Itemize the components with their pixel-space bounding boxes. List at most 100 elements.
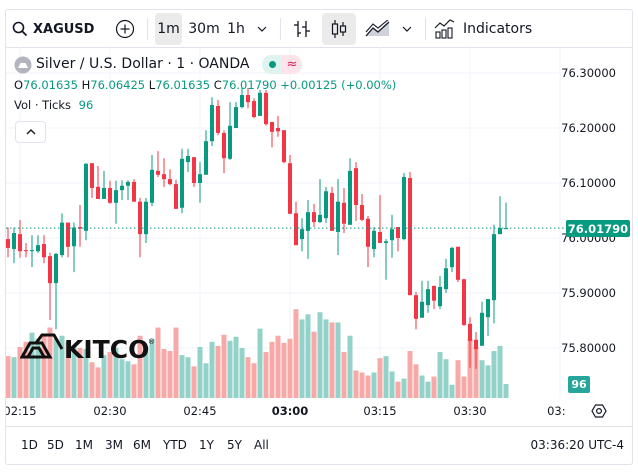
range-all-button[interactable]: All — [254, 438, 269, 452]
candles-chart-type-button[interactable] — [322, 13, 356, 45]
volume-bar — [389, 371, 395, 398]
chart-widget-frame — [5, 9, 633, 465]
candle-body — [372, 230, 376, 249]
candle-body — [366, 218, 370, 247]
candle — [48, 252, 52, 320]
collapse-legend-button[interactable] — [15, 121, 46, 143]
candle — [210, 97, 214, 147]
bars-chart-type-button[interactable] — [288, 13, 316, 45]
candle-body — [150, 169, 154, 203]
market-open-indicator — [262, 55, 282, 74]
candle-body — [90, 163, 94, 188]
candle-body — [438, 286, 442, 307]
range-ytd-button[interactable]: YTD — [163, 438, 187, 452]
area-chart-type-button[interactable] — [362, 13, 394, 45]
candle-body — [120, 185, 124, 191]
indicators-button[interactable]: Indicators — [434, 13, 534, 45]
compare-symbol-button[interactable] — [111, 13, 139, 45]
candle-body — [318, 214, 322, 223]
volume-bar — [419, 375, 425, 398]
volume-bar — [119, 359, 125, 398]
candle-body — [222, 132, 226, 159]
add-compare-icon — [115, 19, 135, 39]
time-tick-bold: 03:00 — [271, 404, 309, 418]
candle — [360, 194, 364, 221]
range-1d-button[interactable]: 1D — [21, 438, 38, 452]
candle — [270, 121, 274, 148]
time-tick: 03:4 — [547, 404, 566, 418]
volume-bar — [107, 352, 113, 398]
candle — [144, 197, 148, 243]
price-tick: 76.30000 — [561, 66, 616, 80]
volume-bar — [191, 366, 197, 398]
time-axis[interactable]: 02:15 02:30 02:45 03:00 03:15 03:30 03:4 — [6, 399, 566, 426]
candle-body — [108, 187, 112, 203]
timezone-clock[interactable]: 03:36:20 UTC-4 — [530, 438, 624, 452]
interval-1m-button[interactable]: 1m — [155, 13, 182, 45]
candle — [468, 317, 472, 368]
candle-body — [66, 222, 70, 247]
current-volume-label: 96 — [568, 376, 590, 393]
candle-body — [72, 227, 76, 247]
candle — [132, 179, 136, 202]
range-3m-button[interactable]: 3M — [105, 438, 123, 452]
candle-body — [486, 299, 490, 318]
candle — [336, 179, 340, 256]
top-toolbar: XAGUSD 1m 30m 1h Indicators — [6, 10, 632, 48]
high-value: 76.06425 — [90, 78, 146, 92]
volume-bar — [215, 345, 221, 398]
candle — [408, 172, 412, 296]
range-1m-button[interactable]: 1M — [75, 438, 93, 452]
volume-bar — [305, 314, 311, 398]
candle — [252, 98, 256, 119]
volume-bar — [467, 338, 473, 398]
volume-bar — [317, 312, 323, 398]
chart-type-dropdown-button[interactable] — [397, 13, 417, 45]
range-1y-button[interactable]: 1Y — [199, 438, 214, 452]
candle — [42, 235, 46, 264]
candle-body — [186, 156, 190, 163]
candle — [462, 278, 466, 326]
interval-30m-button[interactable]: 30m — [188, 21, 220, 37]
volume-bar — [299, 319, 305, 398]
chart-settings-button[interactable] — [591, 403, 607, 423]
candle-body — [480, 312, 484, 346]
volume-bar — [11, 357, 17, 398]
market-status-pill[interactable]: ≈ — [262, 55, 302, 74]
candle-body — [18, 234, 22, 252]
candle — [168, 169, 172, 186]
volume-bar — [161, 349, 167, 398]
settings-gear-icon — [591, 404, 607, 418]
candle-body — [360, 205, 364, 220]
candle — [294, 201, 298, 246]
volume-bar — [227, 340, 233, 398]
candle-body — [132, 181, 136, 202]
candle-body — [378, 231, 382, 243]
candle — [216, 99, 220, 136]
volume-bar — [395, 381, 401, 398]
candle — [258, 90, 262, 116]
interval-1h-button[interactable]: 1h — [227, 21, 245, 37]
range-6m-button[interactable]: 6M — [133, 438, 151, 452]
candle — [120, 180, 124, 201]
kitco-logo-icon: KITCO ® — [19, 333, 155, 364]
ohlc-values: O76.01635 H76.06425 L76.01635 C76.01790 … — [14, 78, 397, 92]
candle-body — [300, 229, 304, 240]
volume-bar — [251, 363, 257, 398]
candle — [366, 216, 370, 268]
range-5d-button[interactable]: 5D — [47, 438, 64, 452]
candle-body — [246, 95, 250, 103]
volume-bar — [23, 341, 29, 398]
indicators-icon — [434, 19, 455, 39]
range-5y-button[interactable]: 5Y — [227, 438, 242, 452]
symbol-search-button[interactable]: XAGUSD — [12, 13, 96, 45]
volume-bar — [359, 372, 365, 398]
candle — [282, 130, 286, 164]
candle — [30, 235, 34, 268]
svg-text:®: ® — [148, 338, 155, 346]
candle — [384, 239, 388, 280]
volume-bar — [365, 375, 371, 398]
interval-dropdown-button[interactable] — [252, 13, 272, 45]
candle-body — [420, 301, 424, 318]
